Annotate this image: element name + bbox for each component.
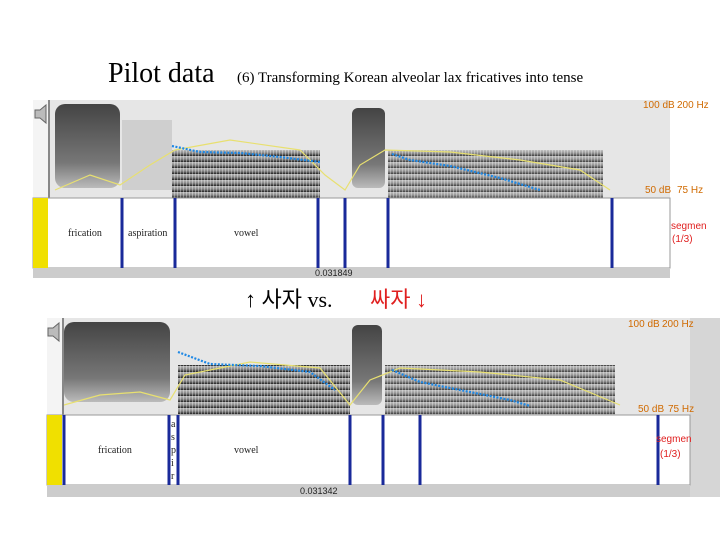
vowel-formants bbox=[385, 365, 615, 415]
divider bbox=[62, 318, 64, 497]
pitch-contour bbox=[391, 368, 531, 408]
tier-name: segmen bbox=[671, 221, 707, 232]
divider bbox=[48, 100, 50, 278]
speaker-icon bbox=[47, 321, 60, 343]
interval-label: frication bbox=[98, 445, 132, 456]
axis-label: 75 Hz bbox=[668, 404, 694, 415]
axis-label: 75 Hz bbox=[677, 185, 703, 196]
caption-left: ↑ 사자 vs. bbox=[245, 287, 333, 312]
axis-label: 200 Hz bbox=[662, 319, 694, 330]
time-bar bbox=[33, 268, 670, 278]
aspir-letter: p bbox=[171, 445, 176, 456]
aspir-letter: r bbox=[171, 471, 175, 482]
tier bbox=[32, 197, 671, 269]
window-edge bbox=[690, 318, 720, 497]
frication-energy bbox=[64, 322, 170, 402]
time-bar bbox=[47, 485, 690, 497]
interval-label: vowel bbox=[234, 445, 259, 456]
frication-energy bbox=[352, 108, 385, 188]
interval-label: frication bbox=[68, 228, 102, 239]
tier-index: (1/3) bbox=[672, 234, 693, 245]
axis-label: 50 dB bbox=[638, 404, 664, 415]
subtitle: (6) Transforming Korean alveolar lax fri… bbox=[237, 70, 583, 86]
axis-label: 50 dB bbox=[645, 185, 671, 196]
praat-panel-bottom: frication vowel a s p i r 0.031342 100 d… bbox=[46, 318, 720, 497]
tier-selection bbox=[47, 415, 62, 485]
aspir-letter: s bbox=[171, 432, 175, 443]
pitch-contour bbox=[177, 350, 336, 391]
time-label: 0.031342 bbox=[300, 486, 338, 496]
axis-label: 100 dB bbox=[643, 100, 675, 111]
time-label: 0.031849 bbox=[315, 268, 353, 278]
intensity-contour bbox=[63, 361, 621, 406]
aspir-letter: a bbox=[171, 419, 176, 430]
intensity-contour bbox=[54, 139, 611, 191]
interval-label: aspiration bbox=[128, 228, 167, 239]
pitch-contour bbox=[171, 144, 321, 164]
tier-name: segmen bbox=[656, 434, 692, 445]
tier bbox=[46, 414, 691, 486]
axis-label: 100 dB bbox=[628, 319, 660, 330]
tier-selection bbox=[33, 198, 48, 268]
vowel-formants bbox=[388, 150, 603, 198]
vowel-formants bbox=[178, 365, 350, 415]
praat-panel-top: frication aspiration vowel 0.031849 100 … bbox=[32, 100, 709, 278]
vowel-formants bbox=[172, 150, 320, 198]
interval-label: vowel bbox=[234, 228, 259, 239]
speaker-icon bbox=[34, 103, 47, 125]
title: Pilot data bbox=[108, 58, 215, 89]
frication-energy bbox=[352, 325, 382, 405]
tier-index: (1/3) bbox=[660, 449, 681, 460]
caption-right: 싸자 ↓ bbox=[370, 287, 427, 312]
aspir-letter: i bbox=[171, 458, 174, 469]
aspiration-energy bbox=[122, 120, 172, 190]
frication-energy bbox=[55, 104, 120, 188]
axis-label: 200 Hz bbox=[677, 100, 709, 111]
